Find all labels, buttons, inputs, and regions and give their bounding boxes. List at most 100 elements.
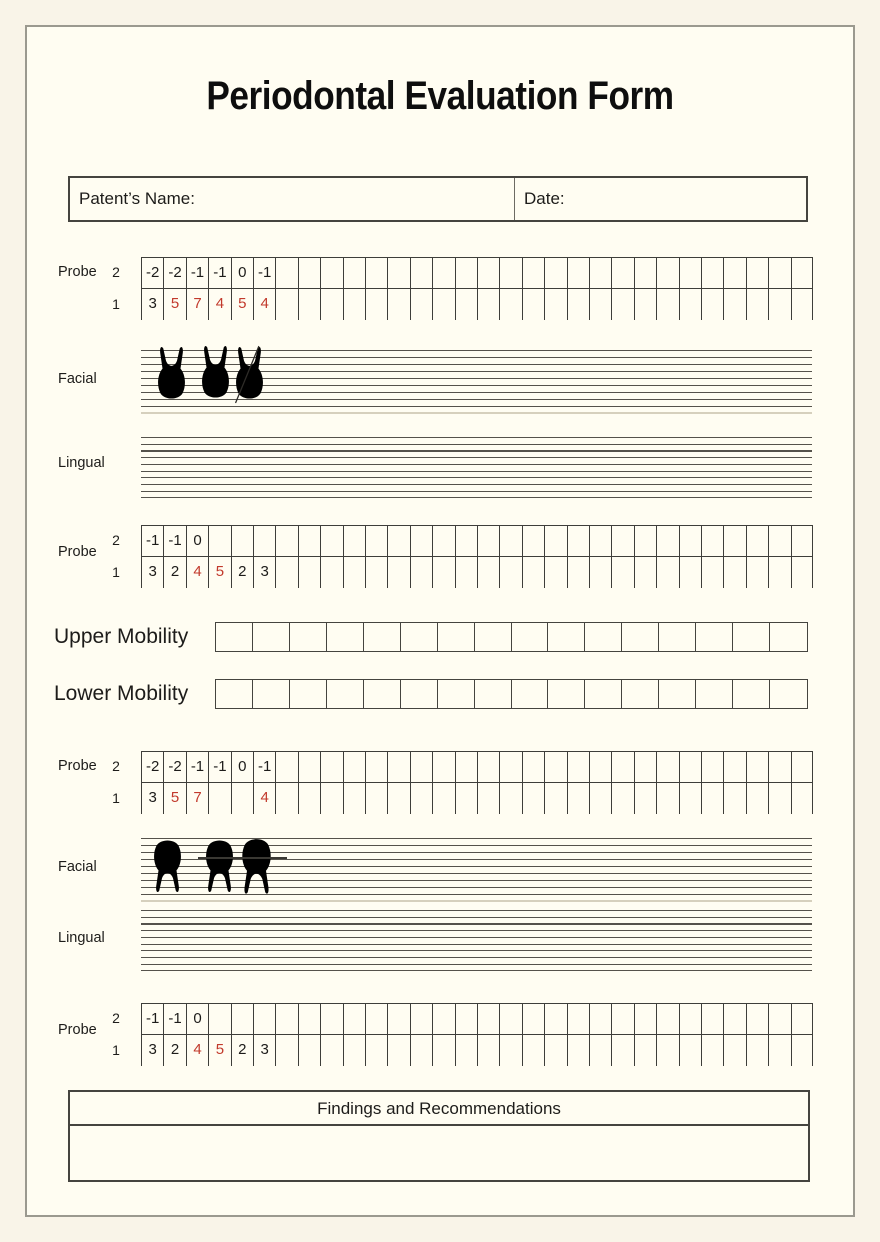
date-input[interactable]	[565, 178, 806, 220]
probe-cell[interactable]	[768, 782, 790, 814]
probe-cell[interactable]	[499, 1004, 521, 1034]
mobility-cell[interactable]	[622, 623, 660, 651]
probe-cell[interactable]	[633, 1004, 656, 1034]
probe-cell[interactable]	[588, 782, 611, 814]
mobility-cell[interactable]	[548, 680, 586, 708]
probe-cell[interactable]	[700, 1034, 723, 1066]
probe-cell[interactable]: 7	[185, 782, 208, 814]
probe-cell[interactable]	[566, 258, 589, 288]
probe-cell[interactable]	[656, 526, 678, 556]
probe-cell[interactable]	[364, 1004, 387, 1034]
facial-chart-area-lower[interactable]	[141, 838, 812, 904]
probe-cell[interactable]	[588, 288, 611, 320]
probe-cell[interactable]	[208, 782, 230, 814]
probe-cell[interactable]: 0	[230, 258, 253, 288]
probe-cell[interactable]	[364, 752, 387, 782]
probe-cell[interactable]	[611, 1004, 633, 1034]
probe-cell[interactable]	[409, 782, 432, 814]
probe-cell[interactable]: -1	[185, 752, 208, 782]
probe-cell[interactable]	[700, 556, 723, 588]
probe-cell[interactable]	[342, 288, 365, 320]
probe-cell[interactable]	[521, 752, 544, 782]
probe-cell[interactable]	[633, 556, 656, 588]
probe-cell[interactable]	[275, 288, 297, 320]
probe-cell[interactable]	[387, 782, 409, 814]
probe-cell[interactable]	[297, 1004, 320, 1034]
mobility-cell[interactable]	[659, 623, 697, 651]
probe-cell[interactable]	[745, 752, 768, 782]
mobility-cell[interactable]	[696, 623, 734, 651]
probe-cell[interactable]	[656, 556, 678, 588]
probe-cell[interactable]	[432, 258, 454, 288]
probe-cell[interactable]	[723, 782, 745, 814]
probe-cell[interactable]	[544, 556, 566, 588]
mobility-cell[interactable]	[401, 623, 438, 651]
probe-cell[interactable]: 2	[163, 1034, 185, 1066]
probe-cell[interactable]	[409, 258, 432, 288]
probe-cell[interactable]	[656, 752, 678, 782]
probe-cell[interactable]	[275, 1034, 297, 1066]
probe-cell[interactable]	[387, 556, 409, 588]
probe-cell[interactable]	[275, 1004, 297, 1034]
probe-cell[interactable]	[342, 258, 365, 288]
mobility-cell[interactable]	[364, 623, 401, 651]
probe-cell[interactable]	[454, 526, 477, 556]
probe-cell[interactable]: -1	[141, 526, 163, 556]
probe-cell[interactable]	[521, 258, 544, 288]
mobility-cell[interactable]	[770, 623, 807, 651]
probe-cell[interactable]	[499, 1034, 521, 1066]
probe-cell[interactable]	[700, 782, 723, 814]
probe-cell[interactable]	[230, 526, 253, 556]
probe-cell[interactable]	[723, 526, 745, 556]
probe-cell[interactable]	[678, 752, 701, 782]
mobility-cell[interactable]	[585, 623, 623, 651]
probe-cell[interactable]	[633, 752, 656, 782]
probe-cell[interactable]	[723, 556, 745, 588]
probe-cell[interactable]: 3	[141, 1034, 163, 1066]
probe-cell[interactable]: 5	[163, 288, 185, 320]
probe-cell[interactable]	[768, 526, 790, 556]
probe-cell[interactable]	[723, 1004, 745, 1034]
probe-cell[interactable]	[409, 288, 432, 320]
probe-cell[interactable]	[745, 1034, 768, 1066]
probe-cell[interactable]	[544, 752, 566, 782]
mobility-cell[interactable]	[438, 623, 475, 651]
probe-cell[interactable]	[521, 1034, 544, 1066]
probe-cell[interactable]	[454, 288, 477, 320]
probe-cell[interactable]	[611, 526, 633, 556]
probe-cell[interactable]	[633, 288, 656, 320]
probe-cell[interactable]: 3	[141, 556, 163, 588]
probe-cell[interactable]	[387, 526, 409, 556]
probe-cell[interactable]	[432, 526, 454, 556]
probe-cell[interactable]	[432, 752, 454, 782]
mobility-cell[interactable]	[475, 623, 512, 651]
probe-cell[interactable]	[297, 752, 320, 782]
facial-chart-area-upper[interactable]	[141, 345, 812, 420]
probe-cell[interactable]	[544, 288, 566, 320]
probe-cell[interactable]	[678, 526, 701, 556]
probe-cell[interactable]	[611, 556, 633, 588]
probe-cell[interactable]: 4	[208, 288, 230, 320]
probe-cell[interactable]	[275, 258, 297, 288]
probe-cell[interactable]	[252, 1004, 275, 1034]
probe-cell[interactable]	[275, 782, 297, 814]
probe-cell[interactable]	[476, 1034, 499, 1066]
probe-cell[interactable]	[342, 782, 365, 814]
probe-cell[interactable]	[656, 288, 678, 320]
probe-cell[interactable]	[208, 1004, 230, 1034]
mobility-cell[interactable]	[585, 680, 623, 708]
patient-name-input[interactable]	[195, 178, 514, 220]
probe-cell[interactable]	[320, 526, 342, 556]
probe-cell[interactable]	[320, 752, 342, 782]
probe-cell[interactable]	[768, 752, 790, 782]
mobility-cell[interactable]	[622, 680, 660, 708]
mobility-cell[interactable]	[548, 623, 586, 651]
probe-cell[interactable]	[476, 556, 499, 588]
probe-cell[interactable]	[588, 1034, 611, 1066]
lingual-chart-area-upper[interactable]	[141, 437, 812, 501]
probe-cell[interactable]	[454, 258, 477, 288]
probe-cell[interactable]	[700, 752, 723, 782]
probe-cell[interactable]: -2	[163, 258, 185, 288]
probe-cell[interactable]	[387, 258, 409, 288]
probe-cell[interactable]	[364, 258, 387, 288]
